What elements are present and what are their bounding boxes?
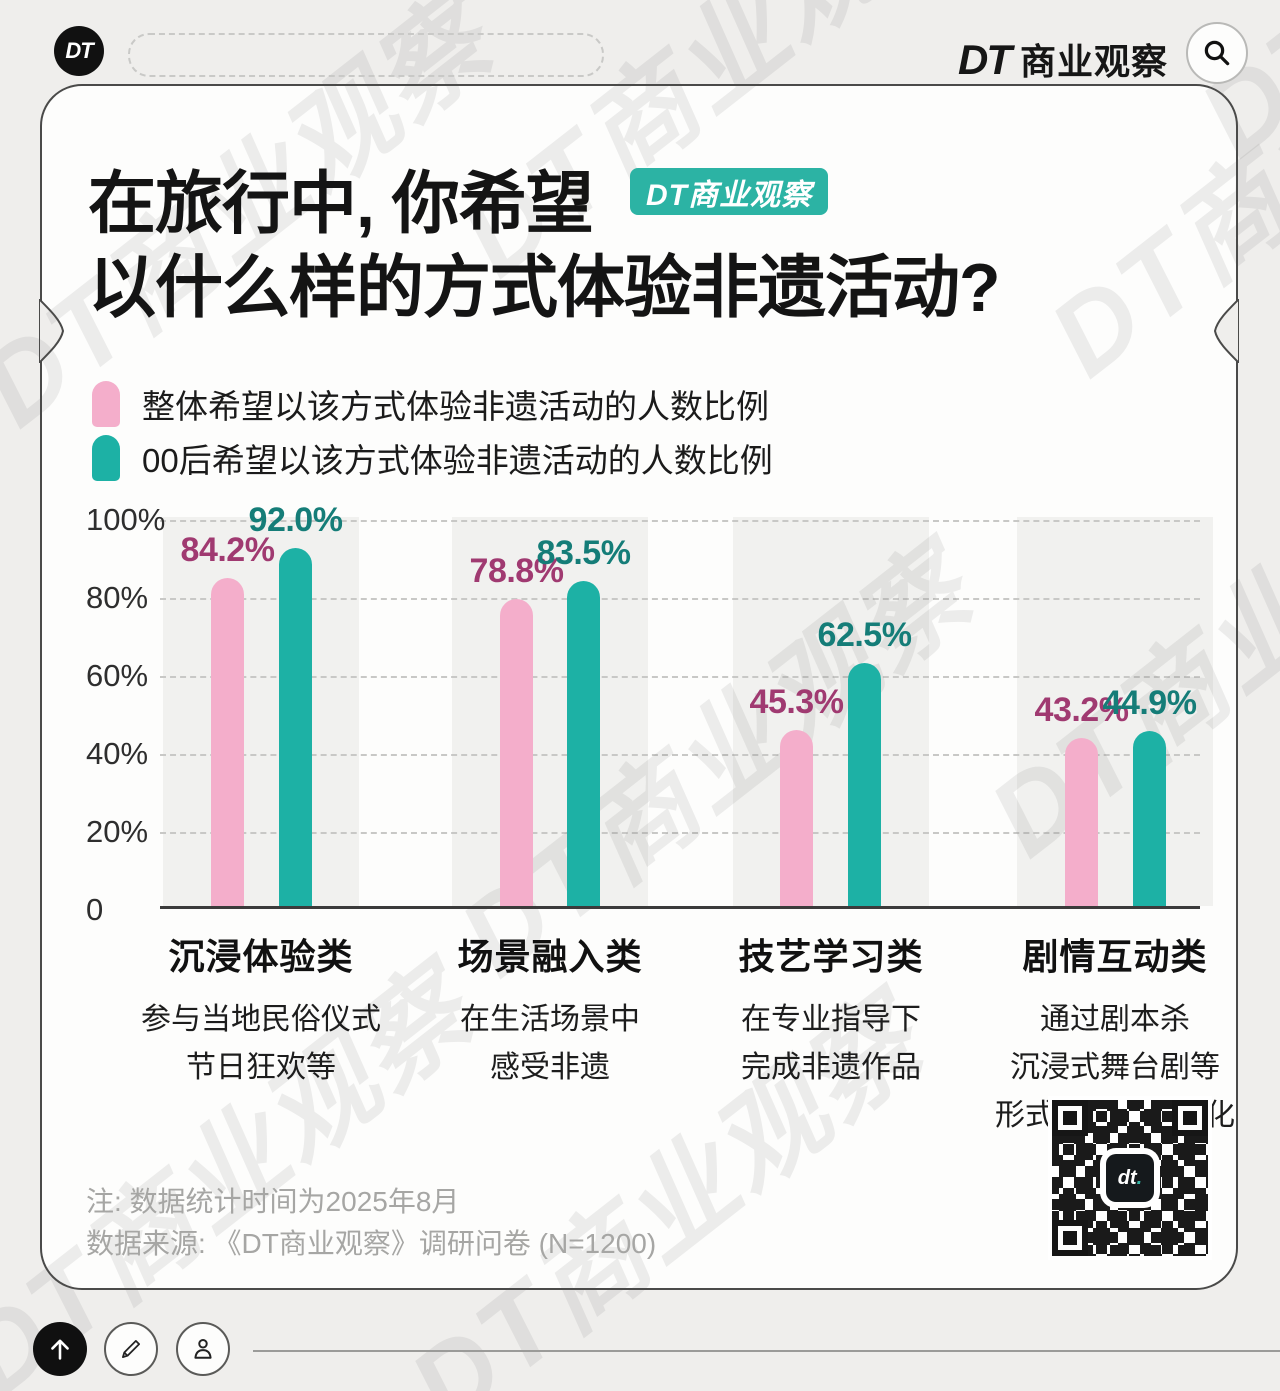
note-date: 注: 数据统计时间为2025年8月 [86, 1186, 460, 1217]
value-label: 45.3% [749, 683, 844, 721]
category-desc: 在生活场景中 [460, 1003, 640, 1036]
value-label: 44.9% [1102, 684, 1197, 722]
ticket-notch-left [39, 299, 65, 363]
category-band [452, 517, 648, 906]
qr-center-logo: dt. [1106, 1154, 1154, 1202]
qr-code: dt. [1048, 1096, 1212, 1260]
dt-brand-badge: DT商业观察 [630, 168, 828, 215]
category-name: 场景融入类 [457, 936, 643, 977]
qr-finder [1052, 1220, 1088, 1256]
category-desc: 参与当地民俗仪式 [141, 1003, 381, 1036]
legend-marker-pink [92, 381, 120, 427]
category-desc: 沉浸式舞台剧等 [1010, 1051, 1220, 1084]
bar-gen00-craft: 62.5% [818, 616, 912, 906]
back-to-top-button[interactable] [33, 1322, 87, 1376]
arrow-up-icon [51, 1339, 69, 1360]
y-tick-100: 100% [86, 502, 166, 537]
bar-overall-craft: 45.3% [750, 683, 844, 906]
gridline-20 [160, 832, 1200, 834]
qr-finder [1052, 1100, 1088, 1136]
category-desc: 感受非遗 [490, 1051, 610, 1084]
bar-overall-drama: 43.2% [1035, 691, 1129, 906]
category-craft: 技艺学习类 在专业指导下 完成非遗作品 [666, 928, 996, 1092]
value-label: 62.5% [817, 616, 912, 654]
category-scene: 场景融入类 在生活场景中 感受非遗 [385, 928, 715, 1092]
ticket-notch-right [1213, 299, 1239, 363]
qr-logo-dot: . [1136, 1166, 1143, 1189]
category-desc: 完成非遗作品 [741, 1051, 921, 1084]
category-band [163, 517, 359, 906]
gridline-80 [160, 598, 1200, 600]
value-label: 43.2% [1034, 691, 1129, 729]
category-immersive: 沉浸体验类 参与当地民俗仪式 节日狂欢等 [96, 928, 426, 1092]
search-icon [1204, 40, 1230, 66]
note-source: 数据来源: 《DT商业观察》调研问卷 (N=1200) [86, 1228, 657, 1259]
profile-button[interactable] [176, 1322, 230, 1376]
legend-item-gen00: 00后希望以该方式体验非遗活动的人数比例 [92, 434, 773, 482]
legend-item-overall: 整体希望以该方式体验非遗活动的人数比例 [92, 380, 769, 428]
y-tick-80: 80% [86, 580, 149, 615]
bar-gen00-immersive: 92.0% [249, 501, 343, 906]
toolbar-divider [253, 1350, 1280, 1352]
y-tick-0: 0 [86, 892, 104, 927]
y-tick-40: 40% [86, 736, 149, 771]
brand-name: 商业观察 [1019, 41, 1168, 82]
bar-gen00-scene: 83.5% [537, 534, 631, 906]
value-label: 84.2% [180, 531, 275, 569]
category-desc: 通过剧本杀 [1040, 1003, 1190, 1036]
category-name: 剧情互动类 [1022, 936, 1208, 977]
bar-overall-immersive: 84.2% [181, 531, 275, 906]
legend-label: 整体希望以该方式体验非遗活动的人数比例 [142, 388, 769, 425]
search-button[interactable] [1186, 22, 1248, 84]
bar-overall-scene: 78.8% [470, 552, 564, 906]
category-desc: 节日狂欢等 [186, 1051, 336, 1084]
gridline-60 [160, 676, 1200, 678]
bar-gen00-drama: 44.9% [1103, 684, 1197, 906]
category-name: 沉浸体验类 [168, 936, 354, 977]
legend-marker-teal [92, 435, 120, 481]
qr-logo-text: dt [1117, 1166, 1137, 1189]
redacted-username-pill [128, 33, 604, 77]
edit-button[interactable] [104, 1322, 158, 1376]
category-band [1017, 517, 1213, 906]
dt-logo-text: DT [65, 38, 93, 63]
gridline-40 [160, 754, 1200, 756]
dt-logo-avatar[interactable]: DT [54, 26, 104, 76]
chart-bars: 84.2% 92.0% 78.8% 83.5% 45.3% 62.5% 43.2… [0, 501, 1280, 906]
category-desc: 在专业指导下 [741, 1003, 921, 1036]
qr-finder [1172, 1100, 1208, 1136]
chart-plot-background [0, 517, 1280, 906]
y-tick-20: 20% [86, 814, 149, 849]
value-label: 92.0% [248, 501, 343, 539]
person-icon [194, 1339, 212, 1359]
brand-dt: DT [957, 36, 1012, 83]
x-axis-line [160, 906, 1200, 909]
gridline-100 [160, 520, 1200, 522]
category-name: 技艺学习类 [738, 936, 924, 977]
legend-label: 00后希望以该方式体验非遗活动的人数比例 [142, 442, 773, 479]
page-title-line2: 以什么样的方式体验非遗活动? [88, 250, 1001, 326]
y-tick-60: 60% [86, 658, 149, 693]
category-band [733, 517, 929, 906]
brand-title: DT 商业观察 [958, 33, 1168, 85]
value-label: 78.8% [469, 552, 564, 590]
value-label: 83.5% [536, 534, 631, 572]
pencil-icon [122, 1340, 140, 1358]
page-title-line1: 在旅行中, 你希望 [88, 166, 594, 242]
